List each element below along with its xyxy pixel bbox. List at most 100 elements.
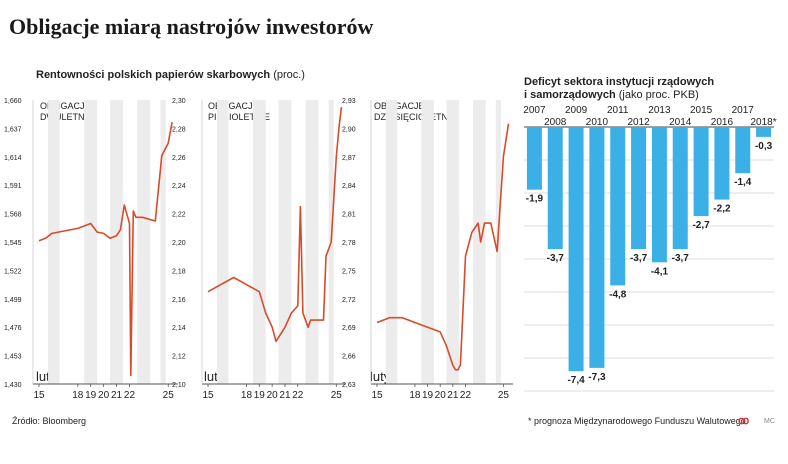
bar-value-label: -2,2 (713, 204, 731, 215)
y-tick-label: 1,568 (4, 212, 22, 219)
y-tick-label: 1,614 (4, 155, 22, 162)
bar-value-label: -2,7 (692, 220, 710, 231)
x-tick-label: 25 (331, 390, 343, 401)
left-subtitle: Rentowności polskich papierów skarbowych… (36, 69, 305, 81)
x-tick-label: 25 (163, 390, 175, 401)
y-tick-label: 2,22 (172, 212, 186, 219)
right-subtitle-line1: Deficyt sektora instytucji rządowych (524, 76, 715, 88)
deficit-bar (589, 127, 605, 368)
x-tick-label: 21 (279, 390, 291, 401)
x-tick-label: 18 (241, 390, 253, 401)
bar-category-label: 2010 (586, 117, 609, 128)
day-band (84, 100, 98, 384)
y-tick-label: 1,430 (4, 382, 22, 389)
deficit-bar (756, 127, 772, 137)
bar-category-label: 2014 (669, 117, 692, 128)
bar-category-label: 2018* (751, 117, 777, 128)
y-tick-label: 2,81 (342, 212, 356, 219)
bar-value-label: -4,8 (609, 289, 627, 300)
y-tick-label: 2,14 (172, 325, 186, 332)
y-tick-label: 1,522 (4, 268, 22, 275)
x-tick-label: 19 (422, 390, 434, 401)
y-tick-label: 2,84 (342, 183, 356, 190)
deficit-bar (672, 127, 688, 250)
x-tick-label: 20 (435, 390, 447, 401)
day-band (160, 100, 166, 384)
publisher-logo-small: MC (764, 418, 775, 425)
y-tick-label: 2,12 (172, 354, 186, 361)
y-tick-label: 1,545 (4, 240, 22, 247)
y-tick-label: 2,24 (172, 183, 186, 190)
bar-category-label: 2008 (544, 117, 567, 128)
y-tick-label: 2,18 (172, 268, 186, 275)
y-tick-label: 2,28 (172, 126, 186, 133)
month-label-10y: luty (370, 369, 391, 384)
y-tick-label: 2,72 (342, 297, 356, 304)
x-tick-label: 25 (498, 390, 510, 401)
yield-line (207, 107, 343, 343)
footnote: * prognoza Międzynarodowego Funduszu Wal… (528, 416, 746, 426)
chart-title: Obligacje miarą nastrojów inwestorów (9, 14, 374, 39)
right-subtitle: Deficyt sektora instytucji rządowych i sa… (524, 76, 714, 102)
deficit-bar (526, 127, 542, 190)
x-tick-label: 22 (124, 390, 136, 401)
bar-category-label: 2017 (732, 105, 755, 116)
day-band (216, 100, 229, 384)
day-band (305, 100, 319, 384)
deficit-bar (568, 127, 584, 372)
publisher-logo: ꝏ (738, 415, 750, 427)
x-tick-label: 21 (447, 390, 459, 401)
y-tick-label: 2,16 (172, 297, 186, 304)
y-tick-label: 2,75 (342, 268, 356, 275)
y-tick-label: 1,660 (4, 98, 22, 105)
y-tick-label: 2,93 (342, 98, 356, 105)
y-tick-label: 2,90 (342, 126, 356, 133)
y-tick-label: 2,20 (172, 240, 186, 247)
day-band (48, 100, 60, 384)
bar-category-label: 2012 (627, 117, 650, 128)
y-tick-label: 2,69 (342, 325, 356, 332)
left-subtitle-unit: (proc.) (273, 69, 305, 81)
x-tick-label: 15 (371, 390, 383, 401)
day-band (252, 100, 266, 384)
day-band (278, 100, 292, 384)
panel-title-10y: OBLIGACJE DZIESIĘCIOLETNIE (374, 101, 457, 122)
right-subtitle-line2: i samorządowych (524, 89, 616, 101)
day-band (385, 100, 398, 384)
deficit-bar (714, 127, 730, 200)
x-tick-label: 20 (98, 390, 110, 401)
bar-category-label: 2015 (690, 105, 713, 116)
y-tick-label: 2,63 (342, 382, 356, 389)
x-tick-label: 19 (254, 390, 266, 401)
bar-value-label: -1,9 (526, 194, 544, 205)
bar-value-label: -4,1 (651, 266, 669, 277)
bar-value-label: -7,3 (588, 372, 606, 383)
bar-value-label: -3,7 (630, 253, 648, 264)
deficit-bar (631, 127, 647, 250)
x-tick-label: 19 (85, 390, 97, 401)
x-tick-label: 20 (267, 390, 279, 401)
bar-category-label: 2011 (607, 105, 629, 116)
x-tick-label: 15 (202, 390, 214, 401)
bar-value-label: -3,7 (672, 253, 690, 264)
y-tick-label: 1,499 (4, 297, 22, 304)
x-tick-label: 18 (72, 390, 84, 401)
day-band (446, 100, 460, 384)
yield-line (376, 123, 510, 371)
bar-category-label: 2007 (523, 105, 546, 116)
panel-title-5y: OBLIGACJE PIĘCIOLETNIE (208, 101, 271, 122)
day-band (110, 100, 124, 384)
deficit-bar (547, 127, 563, 250)
y-tick-label: 2,30 (172, 98, 186, 105)
deficit-bar (651, 127, 667, 263)
day-band (473, 100, 486, 384)
panel-title-2y: OBLIGACJE DWULETNIE (40, 101, 94, 122)
day-band (137, 100, 151, 384)
x-tick-label: 22 (460, 390, 472, 401)
y-tick-label: 1,476 (4, 325, 22, 332)
y-tick-label: 1,591 (4, 183, 22, 190)
right-subtitle-unit: (jako proc. PKB) (618, 89, 699, 101)
x-tick-label: 21 (111, 390, 123, 401)
bar-value-label: -7,4 (567, 375, 585, 386)
x-tick-label: 18 (409, 390, 421, 401)
